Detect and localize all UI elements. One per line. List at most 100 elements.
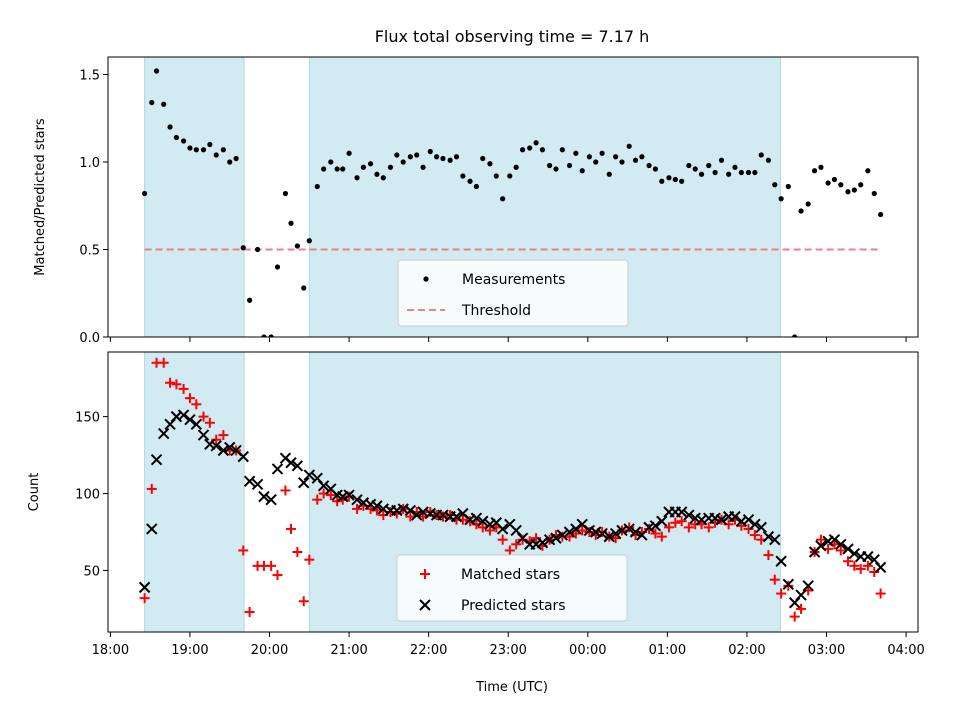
point-dot-52 [487, 161, 493, 167]
point-x-15 [237, 450, 249, 463]
point-dot-78 [659, 178, 665, 184]
point-x-32 [351, 493, 363, 506]
point-dot-103 [825, 180, 831, 186]
x-tick-label: 02:00 [728, 643, 765, 658]
y-axis-label: Matched/Predicted stars [33, 118, 48, 276]
x-tick-label: 01:00 [649, 643, 686, 658]
y-tick-label: 0.0 [79, 331, 100, 346]
point-dot-15 [240, 245, 246, 251]
point-dot-7 [187, 145, 193, 151]
point-dot-106 [845, 189, 851, 195]
point-dot-89 [732, 164, 738, 170]
point-x-64 [563, 526, 576, 538]
legend-marker [419, 599, 431, 611]
y-tick-label: 0.5 [79, 244, 100, 259]
point-dot-77 [652, 166, 659, 172]
point-x-13 [224, 441, 236, 454]
legend-marker [423, 276, 429, 282]
point-dot-67 [586, 154, 592, 160]
point-dot-10 [207, 141, 213, 148]
point-dot-36 [380, 175, 386, 181]
legend: Measurements Threshold [397, 259, 629, 327]
point-x-35 [371, 500, 383, 512]
point-dot-49 [467, 178, 473, 184]
y-tick-label: 100 [75, 488, 100, 503]
point-plus-67 [584, 527, 595, 537]
point-dot-39 [400, 159, 406, 165]
y-tick-label: 1.5 [79, 69, 100, 84]
point-x-3 [157, 427, 170, 440]
point-dot-93 [758, 152, 764, 158]
point-dot-65 [573, 150, 579, 156]
point-dot-79 [666, 175, 672, 181]
point-dot-110 [871, 190, 877, 197]
legend: Matched stars Predicted stars [396, 554, 628, 622]
point-dot-95 [772, 182, 778, 188]
point-dot-92 [752, 169, 758, 176]
point-x-63 [556, 529, 569, 541]
x-tick-label: 18:00 [92, 643, 129, 658]
point-dot-73 [626, 143, 632, 149]
point-dot-59 [533, 140, 539, 146]
point-dot-46 [447, 157, 453, 163]
point-dot-74 [632, 157, 639, 163]
point-plus-95 [769, 574, 780, 585]
point-plus-56 [511, 539, 522, 550]
point-plus-78 [656, 531, 667, 542]
point-dot-18 [261, 334, 267, 337]
point-dot-61 [547, 162, 553, 169]
point-dot-30 [340, 166, 346, 172]
point-dot-62 [553, 166, 559, 172]
point-x-31 [343, 489, 355, 501]
point-dot-53 [493, 173, 499, 179]
point-x-23 [291, 460, 304, 472]
point-plus-0 [139, 593, 150, 604]
point-plus-20 [272, 570, 283, 581]
point-x-95 [769, 533, 781, 546]
point-x-73 [623, 523, 635, 535]
point-dot-2 [153, 68, 160, 74]
point-x-41 [411, 509, 423, 521]
point-dot-57 [519, 147, 526, 153]
point-x-99 [795, 589, 807, 601]
point-dot-101 [811, 168, 818, 174]
point-plus-23 [292, 547, 303, 557]
point-x-70 [603, 530, 615, 543]
point-x-7 [184, 413, 196, 426]
point-plus-4 [165, 377, 176, 388]
point-plus-26 [312, 494, 323, 505]
point-dot-3 [161, 101, 167, 107]
point-dot-87 [718, 157, 725, 163]
point-dot-27 [321, 166, 327, 172]
point-dot-42 [420, 164, 426, 170]
point-dot-12 [220, 147, 226, 153]
legend-marker [420, 569, 430, 579]
legend-box [396, 554, 628, 622]
point-dot-33 [360, 164, 367, 170]
point-plus-7 [184, 393, 195, 404]
point-dot-50 [473, 183, 479, 190]
point-plus-19 [266, 560, 277, 571]
point-dot-34 [367, 161, 374, 167]
panel-ratio: 0.0 0.5 1.0 1.5 Matched/Predicted stars Measu… [33, 56, 919, 346]
markers-panel-1 [138, 357, 887, 622]
point-x-22 [285, 457, 297, 469]
point-plus-106 [842, 556, 853, 567]
point-dot-9 [200, 147, 207, 153]
point-plus-97 [783, 580, 794, 591]
point-x-105 [835, 538, 847, 551]
legend-label: Measurements [462, 272, 565, 288]
point-dot-84 [698, 171, 705, 177]
point-dot-19 [268, 334, 274, 337]
point-plus-40 [405, 511, 416, 522]
point-dot-13 [227, 159, 233, 165]
point-plus-108 [855, 563, 866, 574]
shaded-span-0 [144, 351, 245, 633]
point-dot-25 [306, 238, 312, 244]
point-plus-10 [204, 417, 215, 428]
point-dot-71 [613, 154, 619, 160]
point-x-27 [317, 480, 330, 492]
point-dot-102 [818, 164, 824, 170]
y-axis-label: Count [27, 473, 42, 512]
